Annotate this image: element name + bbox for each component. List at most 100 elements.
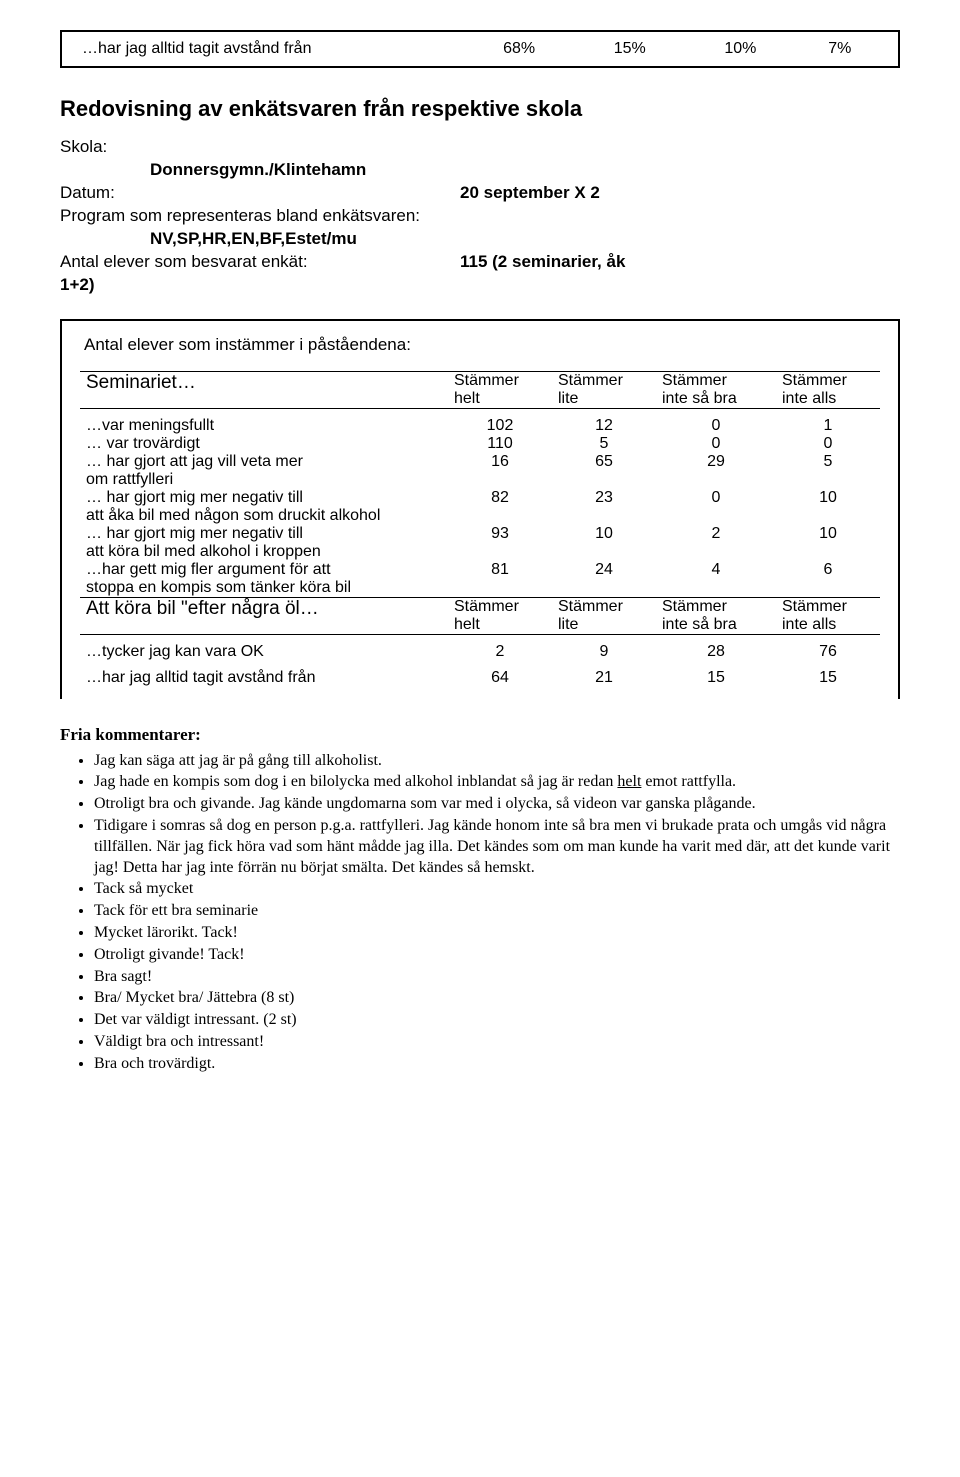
table-row: stoppa en kompis som tänker köra bil [80,579,880,598]
row-value: 2 [656,525,776,543]
row-value [552,507,656,525]
table-row: … har gjort att jag vill veta mer1665295 [80,453,880,471]
row-value [656,507,776,525]
row-label: …har gett mig fler argument för att [80,561,448,579]
row-value: 0 [656,417,776,435]
row-value: 5 [776,453,880,471]
row-value: 6 [776,561,880,579]
row-label: att köra bil med alkohol i kroppen [80,543,448,561]
row-value [656,543,776,561]
row-label: …var meningsfullt [80,417,448,435]
col2-bot: lite [558,390,650,408]
list-item: Väldigt bra och intressant! [94,1032,900,1053]
meta-antal-sub: 1+2) [60,275,95,294]
table-row: …har jag alltid tagit avstånd från642115… [80,669,880,687]
meta-antal-label: Antal elever som besvarat enkät: [60,251,460,274]
col4-top: Stämmer [782,372,874,390]
row-value: 21 [552,669,656,687]
row-value [448,543,552,561]
survey-table: Seminariet… Stämmer helt Stämmer lite St… [80,371,880,687]
table-row: …var meningsfullt1021201 [80,417,880,435]
list-item: Det var väldigt intressant. (2 st) [94,1010,900,1031]
table-row: om rattfylleri [80,471,880,489]
row-value: 102 [448,417,552,435]
row-label: om rattfylleri [80,471,448,489]
list-item: Tidigare i somras så dog en person p.g.a… [94,816,900,878]
meta-datum-value: 20 september X 2 [460,182,600,205]
row-value: 23 [552,489,656,507]
row-value: 76 [776,643,880,661]
list-item: Mycket lärorikt. Tack! [94,923,900,944]
top-summary-table: …har jag alltid tagit avstånd från 68% 1… [76,40,884,58]
table-row: …har gett mig fler argument för att81244… [80,561,880,579]
row-value: 9 [552,643,656,661]
row-value: 110 [448,435,552,453]
mcol2-bot: lite [558,616,650,634]
table-row: …tycker jag kan vara OK292876 [80,643,880,661]
row-value [448,579,552,598]
row-value: 10 [552,525,656,543]
mcol4-top: Stämmer [782,598,874,616]
mcol3-top: Stämmer [662,598,770,616]
row-value [552,471,656,489]
meta-skola-value: Donnersgymn./Klintehamn [150,159,366,182]
mid-label: Att köra bil "efter några öl… [80,597,448,634]
meta-skola-label: Skola: [60,137,107,156]
row-value: 29 [656,453,776,471]
row-value: 28 [656,643,776,661]
row-value: 64 [448,669,552,687]
row-value: 81 [448,561,552,579]
row-label: stoppa en kompis som tänker köra bil [80,579,448,598]
row-value [552,579,656,598]
col1-bot: helt [454,390,546,408]
row-value [552,543,656,561]
list-item: Otroligt bra och givande. Jag kände ungd… [94,794,900,815]
row-value: 0 [776,435,880,453]
top-summary-box: …har jag alltid tagit avstånd från 68% 1… [60,30,900,68]
row-label: … var trovärdigt [80,435,448,453]
table-row: att åka bil med någon som druckit alkoho… [80,507,880,525]
page-root: …har jag alltid tagit avstånd från 68% 1… [0,0,960,1116]
meta-antal-value: 115 (2 seminarier, åk [460,251,625,274]
meta-program-label: Program som representeras bland enkätsva… [60,206,420,225]
row-value [656,579,776,598]
row-label: … har gjort att jag vill veta mer [80,453,448,471]
comments-heading: Fria kommentarer: [60,725,900,745]
table-row: … har gjort mig mer negativ till9310210 [80,525,880,543]
mcol3-bot: inte så bra [662,616,770,634]
survey-box-title: Antal elever som instämmer i påståendena… [80,335,880,355]
mcol4-bot: inte alls [782,616,874,634]
row-value: 1 [776,417,880,435]
col1-top: Stämmer [454,372,546,390]
list-item: Tack för ett bra seminarie [94,901,900,922]
top-col-4: 7% [796,40,884,58]
list-item: Otroligt givande! Tack! [94,945,900,966]
row-value [776,543,880,561]
list-item: Jag hade en kompis som dog i en bilolyck… [94,772,900,793]
row-value: 12 [552,417,656,435]
mcol1-top: Stämmer [454,598,546,616]
row-value: 93 [448,525,552,543]
row-value [776,471,880,489]
underlined-word: helt [617,773,641,790]
top-statement: …har jag alltid tagit avstånd från [76,40,464,58]
row-value: 65 [552,453,656,471]
top-col-2: 15% [574,40,685,58]
mcol2-top: Stämmer [558,598,650,616]
row-value: 0 [656,489,776,507]
top-col-3: 10% [685,40,796,58]
survey-box: Antal elever som instämmer i påståendena… [60,319,900,699]
row-value [448,471,552,489]
row-value: 10 [776,525,880,543]
list-item: Bra sagt! [94,967,900,988]
row-value: 82 [448,489,552,507]
row-value [776,579,880,598]
row-value: 16 [448,453,552,471]
mcol1-bot: helt [454,616,546,634]
row-label: …har jag alltid tagit avstånd från [80,669,448,687]
col3-top: Stämmer [662,372,770,390]
meta-datum-label: Datum: [60,182,460,205]
list-item: Bra och trovärdigt. [94,1054,900,1075]
comments-list: Jag kan säga att jag är på gång till alk… [60,751,900,1075]
meta-block: Skola: Donnersgymn./Klintehamn Datum: 20… [60,136,900,297]
